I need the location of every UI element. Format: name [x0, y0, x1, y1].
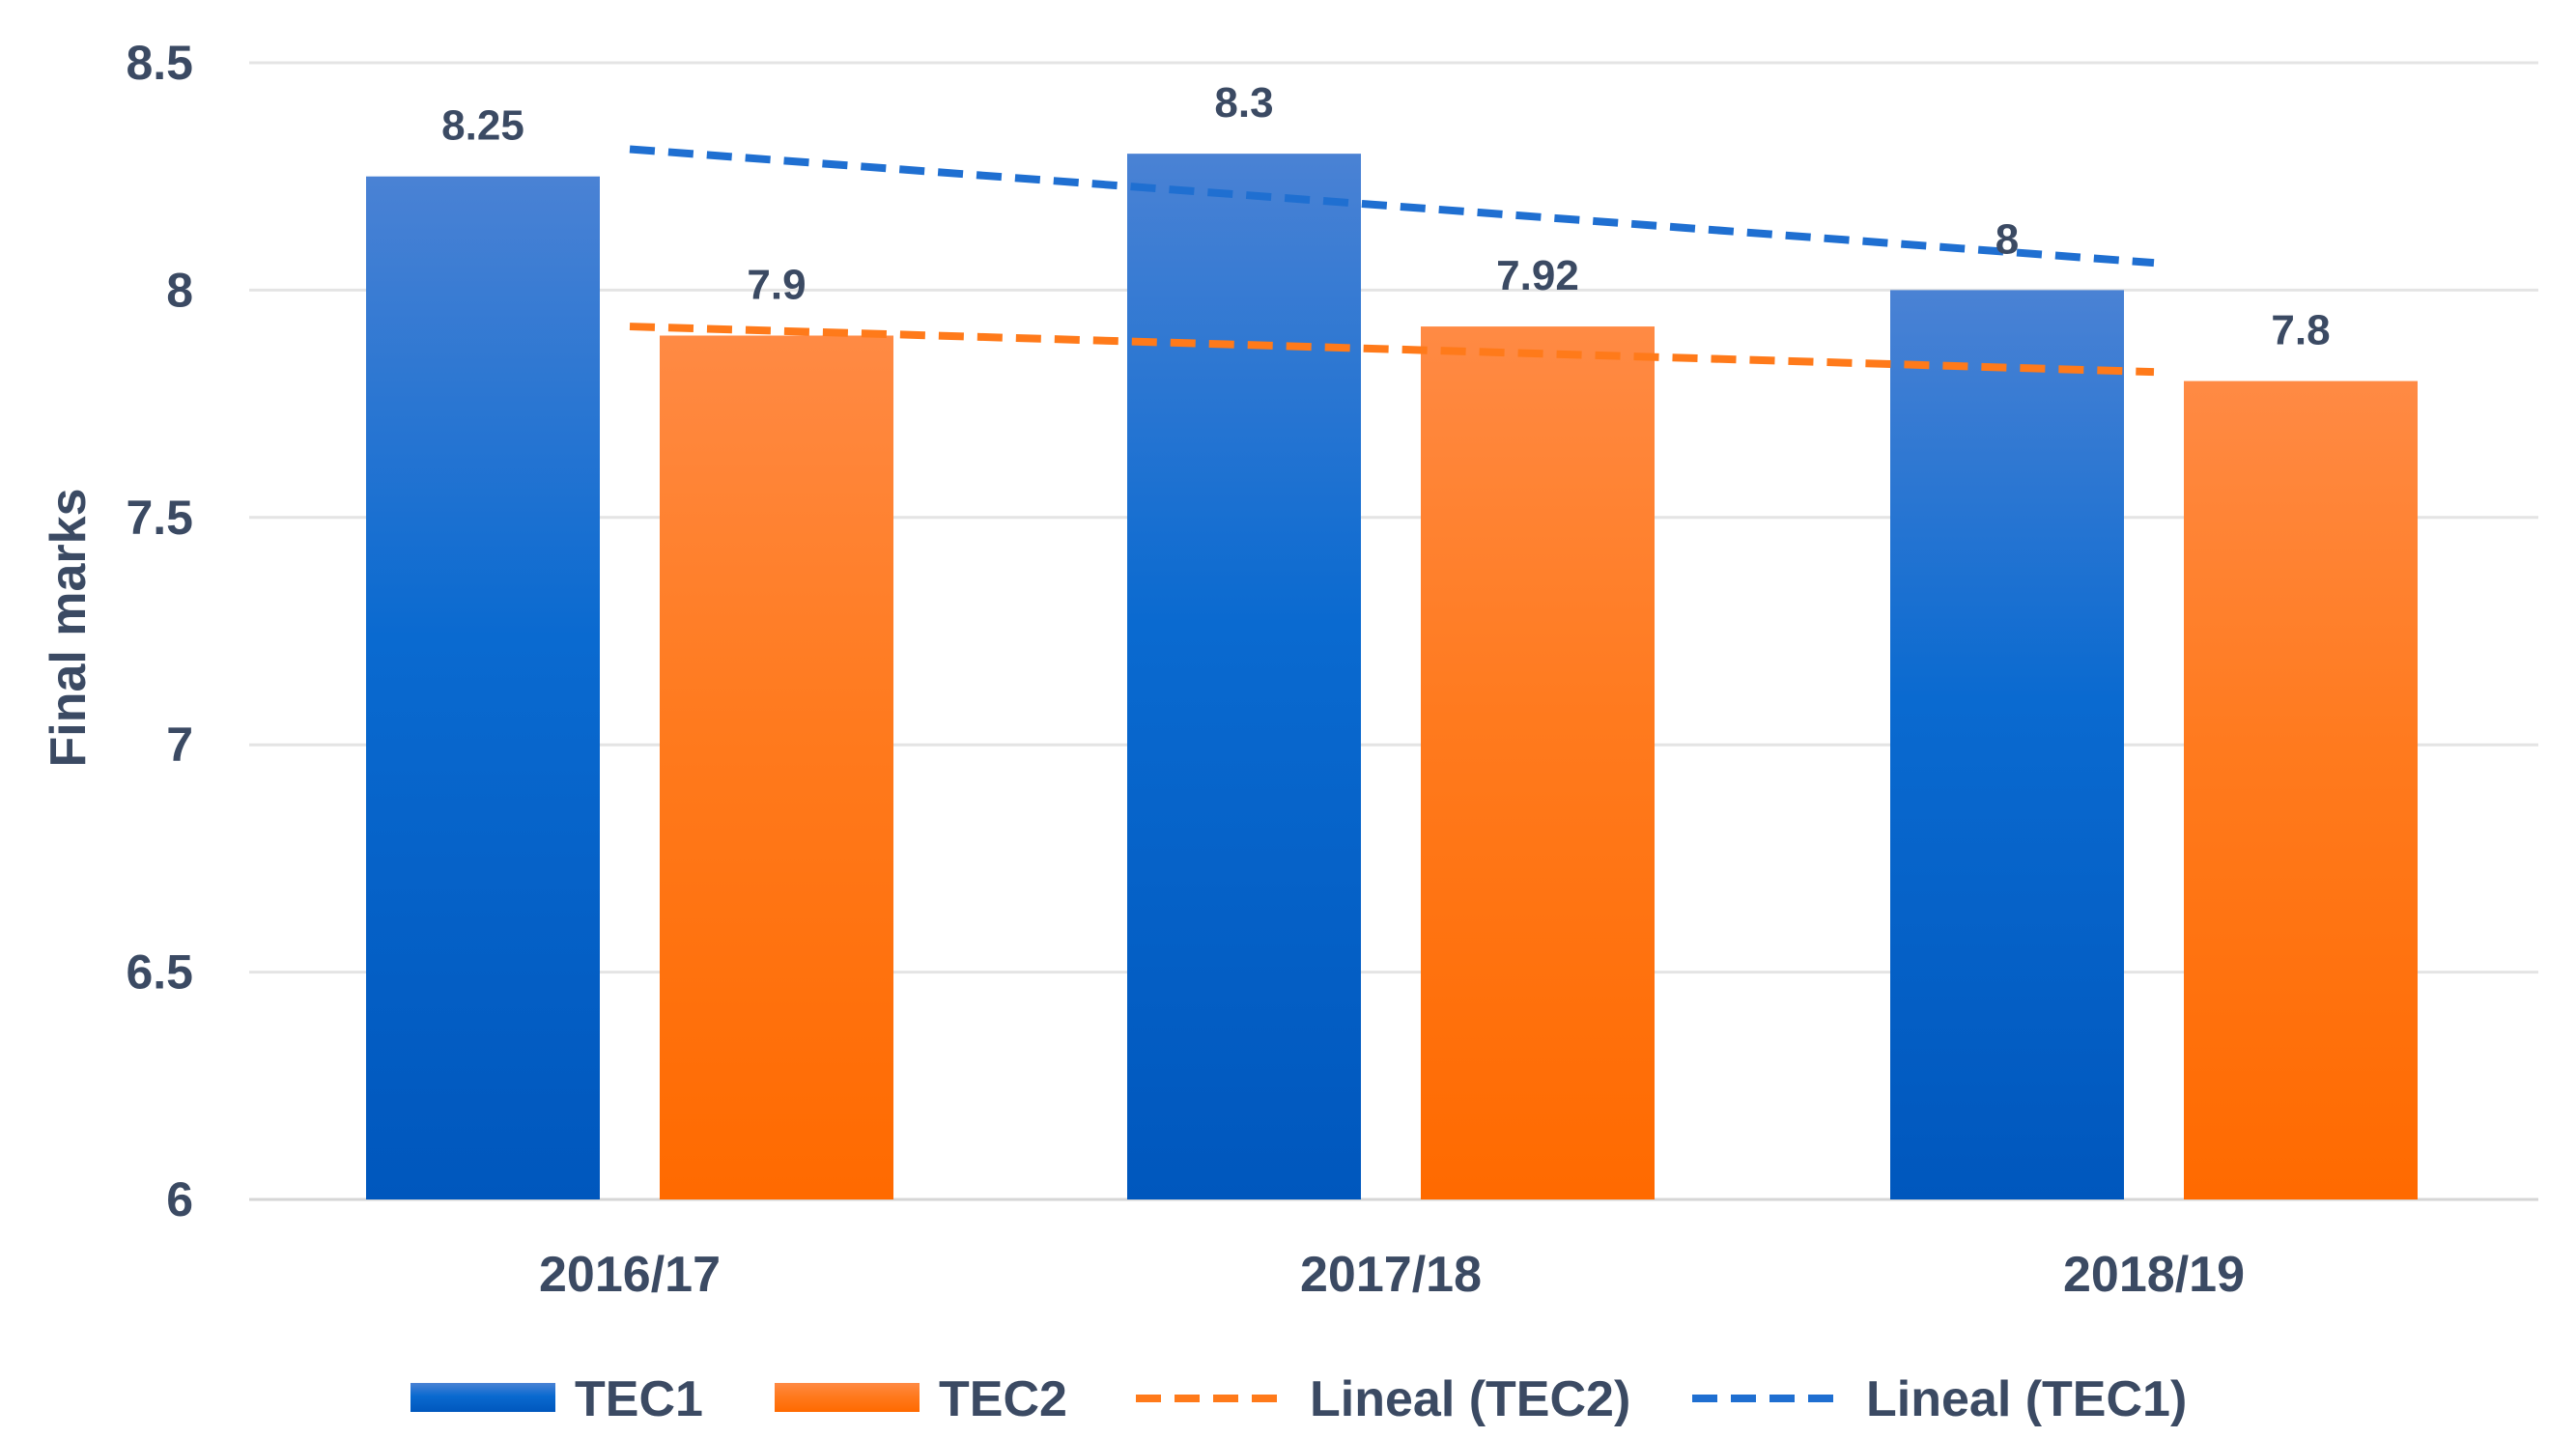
bar-tec2 [1421, 326, 1655, 1200]
x-category-label: 2017/18 [1300, 1247, 1482, 1303]
data-label: 8.3 [1214, 79, 1273, 127]
data-label: 7.9 [747, 261, 806, 308]
x-category-label: 2016/17 [539, 1247, 721, 1303]
y-tick-label: 7 [166, 718, 193, 772]
gridlines [249, 61, 2538, 1201]
legend-label: TEC2 [939, 1371, 1067, 1427]
trendline-tec2 [629, 323, 2155, 377]
bar-tec1 [1890, 290, 2124, 1199]
data-label: 7.8 [2271, 307, 2330, 354]
legend-label: TEC1 [575, 1371, 703, 1427]
bar-tec1 [1127, 154, 1361, 1199]
trendline-tec1 [629, 145, 2155, 268]
y-axis-title: Final marks [41, 488, 97, 767]
legend-swatch [410, 1383, 555, 1412]
bar-tec2 [2184, 381, 2418, 1199]
bar-tec2 [660, 335, 893, 1200]
x-axis-categories: 2016/17 2017/18 2018/19 [539, 1247, 2245, 1303]
legend-item: TEC1 [410, 1371, 703, 1427]
y-tick-label: 7.5 [126, 491, 193, 545]
y-tick-label: 6 [166, 1172, 193, 1227]
bar-tec1 [366, 176, 600, 1200]
bars [366, 154, 2418, 1200]
y-tick-label: 8.5 [126, 36, 193, 90]
y-tick-label: 8 [166, 263, 193, 317]
legend-item: TEC2 [775, 1371, 1067, 1427]
y-tick-label: 6.5 [126, 945, 193, 1000]
y-axis-ticks: 6 6.5 7 7.5 8 8.5 [126, 36, 193, 1227]
data-label: 7.92 [1496, 252, 1579, 299]
data-label: 8.25 [441, 102, 524, 150]
data-label: 8 [1996, 215, 2019, 263]
legend-label: Lineal (TEC2) [1310, 1371, 1630, 1427]
x-category-label: 2018/19 [2063, 1247, 2245, 1303]
legend-swatch [775, 1383, 920, 1412]
legend-label: Lineal (TEC1) [1866, 1371, 2187, 1427]
data-labels: 8.25 8.3 8 7.9 7.92 7.8 [441, 79, 2330, 353]
legend: TEC1 TEC2 Lineal (TEC2) Lineal (TEC1) [410, 1371, 2187, 1427]
legend-item: Lineal (TEC1) [1692, 1371, 2187, 1427]
trendlines [629, 145, 2155, 377]
legend-item: Lineal (TEC2) [1136, 1371, 1630, 1427]
